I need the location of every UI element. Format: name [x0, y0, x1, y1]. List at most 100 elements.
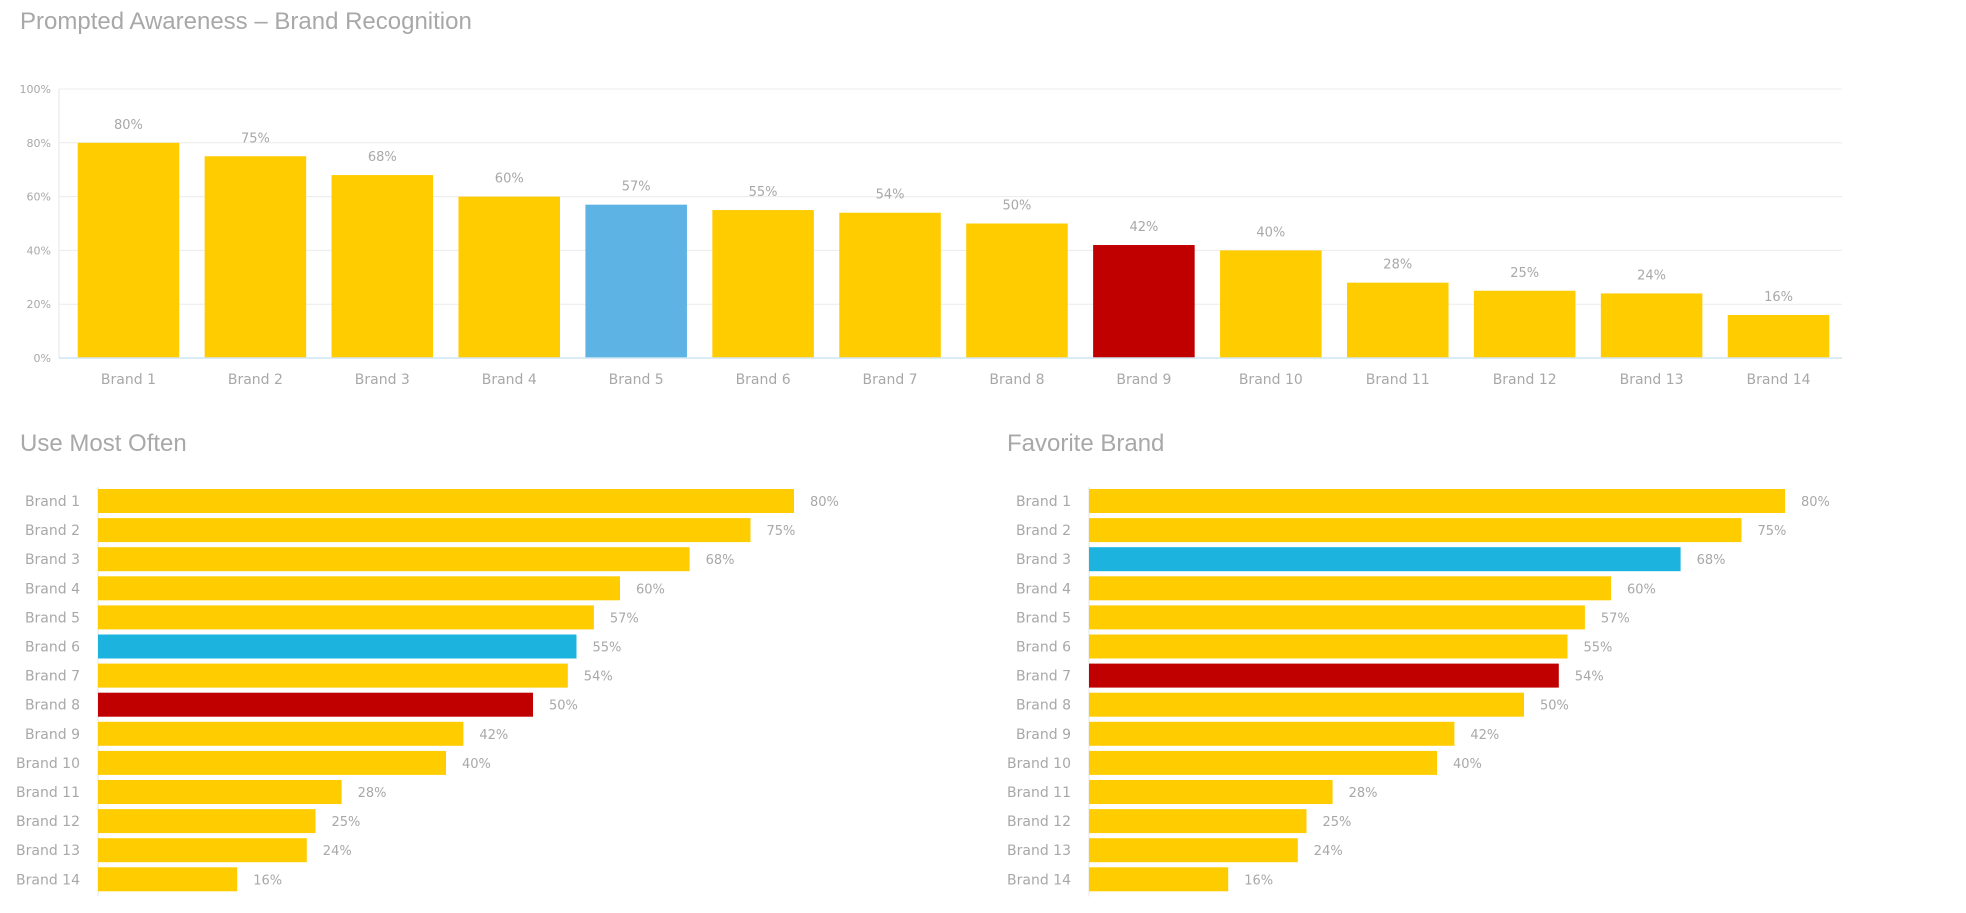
data-label: 57% [622, 180, 651, 195]
y-tick-label: 80% [27, 137, 51, 150]
data-label: 68% [1697, 553, 1726, 568]
data-label: 42% [479, 728, 508, 743]
data-label: 24% [1314, 844, 1343, 859]
bar [712, 210, 814, 358]
data-label: 75% [767, 524, 796, 539]
data-label: 75% [1758, 524, 1787, 539]
x-tick-label: Brand 14 [1747, 372, 1811, 388]
y-tick-label: Brand 7 [1016, 669, 1071, 685]
bar [204, 156, 307, 358]
y-tick-label: Brand 8 [25, 698, 80, 714]
bar [1089, 750, 1437, 775]
data-label: 28% [358, 786, 387, 801]
bar [458, 196, 561, 358]
data-label: 60% [636, 582, 665, 597]
data-label: 55% [1584, 641, 1613, 656]
x-tick-label: Brand 8 [989, 372, 1044, 388]
x-tick-label: Brand 10 [1239, 372, 1303, 388]
data-label: 80% [114, 118, 143, 133]
y-tick-label: Brand 5 [25, 610, 80, 626]
favorite-brand-chart-title: Favorite Brand [1007, 430, 1165, 457]
y-tick-label: Brand 14 [16, 872, 80, 888]
y-tick-label: Brand 5 [1016, 610, 1071, 626]
y-tick-label: Brand 3 [25, 552, 80, 568]
data-label: 68% [368, 150, 397, 165]
bar [1089, 809, 1307, 834]
data-label: 42% [1129, 220, 1158, 235]
data-label: 25% [1323, 815, 1352, 830]
data-label: 60% [1627, 582, 1656, 597]
data-label: 68% [706, 553, 735, 568]
y-tick-label: Brand 10 [16, 756, 80, 772]
y-tick-label: Brand 7 [25, 669, 80, 685]
data-label: 54% [584, 670, 613, 685]
bar [1089, 489, 1785, 513]
bar [1089, 634, 1568, 659]
y-tick-label: Brand 13 [1007, 843, 1071, 859]
bar [1089, 576, 1611, 601]
x-tick-label: Brand 12 [1493, 372, 1557, 388]
x-tick-label: Brand 13 [1620, 372, 1684, 388]
bar [98, 692, 533, 717]
data-label: 25% [1510, 266, 1539, 281]
y-tick-label: Brand 4 [1016, 581, 1071, 597]
bar [1089, 605, 1585, 630]
bar [1089, 721, 1455, 746]
data-label: 57% [610, 611, 639, 626]
bar [98, 489, 794, 513]
x-tick-label: Brand 11 [1366, 372, 1430, 388]
data-label: 16% [1244, 873, 1273, 888]
bar [98, 518, 751, 543]
data-label: 54% [1575, 670, 1604, 685]
data-label: 57% [1601, 611, 1630, 626]
data-label: 75% [241, 131, 270, 146]
bar [1600, 293, 1703, 358]
bar [98, 605, 594, 630]
y-tick-label: Brand 12 [1007, 814, 1071, 830]
x-tick-label: Brand 9 [1116, 372, 1171, 388]
y-tick-label: Brand 2 [1016, 523, 1071, 539]
data-label: 80% [1801, 495, 1830, 510]
data-label: 25% [332, 815, 361, 830]
data-label: 60% [495, 172, 524, 187]
bar [98, 750, 446, 775]
x-tick-label: Brand 6 [736, 372, 791, 388]
y-tick-label: Brand 14 [1007, 872, 1071, 888]
bar [98, 634, 577, 659]
y-tick-label: Brand 1 [1016, 494, 1071, 510]
y-tick-label: Brand 11 [16, 785, 80, 801]
bar [839, 212, 941, 358]
bar [98, 721, 464, 746]
data-label: 40% [1453, 757, 1482, 772]
y-tick-label: 60% [27, 191, 51, 204]
use-most-often-chart-title: Use Most Often [20, 430, 187, 457]
y-tick-label: Brand 6 [1016, 640, 1071, 656]
y-tick-label: Brand 4 [25, 581, 80, 597]
bar [966, 223, 1068, 358]
bar [98, 809, 316, 834]
bar [98, 576, 620, 601]
awareness-chart-title: Prompted Awareness – Brand Recognition [20, 8, 472, 35]
data-label: 24% [323, 844, 352, 859]
bar [1220, 250, 1322, 358]
bar [1346, 282, 1449, 358]
bar [77, 142, 180, 358]
x-tick-label: Brand 3 [355, 372, 410, 388]
data-label: 16% [253, 873, 282, 888]
data-label: 55% [749, 185, 778, 200]
y-tick-label: 20% [27, 298, 51, 311]
data-label: 28% [1349, 786, 1378, 801]
data-label: 42% [1470, 728, 1499, 743]
bar [98, 838, 307, 863]
bar [98, 547, 690, 572]
bar [1089, 780, 1333, 804]
y-tick-label: Brand 2 [25, 523, 80, 539]
data-label: 54% [876, 188, 905, 203]
bar [1473, 290, 1576, 358]
bar [1093, 245, 1195, 358]
bar [1727, 314, 1830, 358]
y-tick-label: Brand 11 [1007, 785, 1071, 801]
bar [98, 867, 238, 892]
y-tick-label: Brand 13 [16, 843, 80, 859]
